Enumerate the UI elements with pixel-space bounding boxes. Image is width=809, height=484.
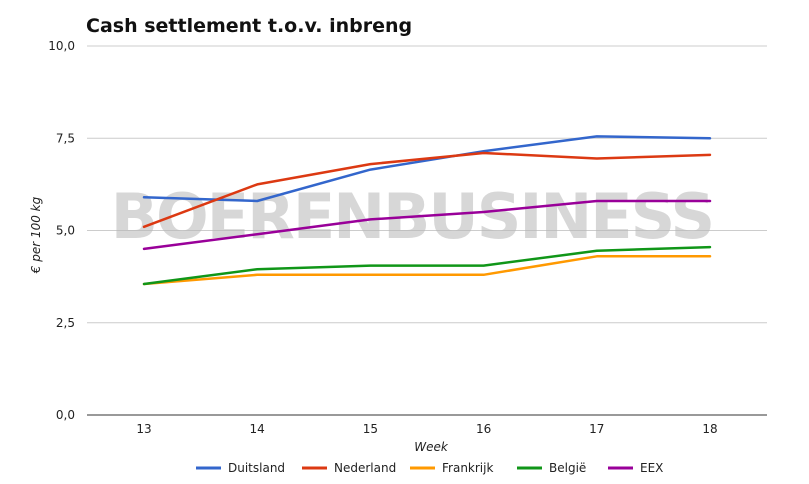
series-line-duitsland — [142, 135, 712, 203]
legend-item: Frankrijk — [410, 461, 493, 475]
x-tick-label: 14 — [250, 422, 265, 436]
y-tick-label: 2,5 — [56, 316, 75, 330]
legend-label: Duitsland — [228, 461, 285, 475]
legend-label: Nederland — [334, 461, 396, 475]
x-tick-label: 13 — [136, 422, 151, 436]
series-line-frankrijk — [142, 255, 712, 286]
x-tick-label: 17 — [589, 422, 604, 436]
legend-item: EEX — [608, 461, 663, 475]
x-tick-label: 18 — [702, 422, 717, 436]
x-axis-ticks: 13 14 15 16 17 18 — [136, 422, 717, 436]
legend-item: België — [517, 461, 586, 475]
legend: Duitsland Nederland Frankrijk België EEX — [196, 461, 663, 475]
series-line-nederland — [142, 151, 712, 229]
legend-item: Duitsland — [196, 461, 285, 475]
legend-label: EEX — [640, 461, 663, 475]
x-axis-title: Week — [414, 440, 449, 454]
y-tick-label: 5,0 — [56, 224, 75, 238]
y-tick-label: 10,0 — [48, 39, 75, 53]
series-line-belgië — [142, 245, 712, 286]
series-line-eex — [142, 199, 712, 251]
legend-label: België — [549, 461, 586, 475]
chart-title: Cash settlement t.o.v. inbreng — [86, 15, 412, 37]
y-axis-ticks: 0,0 2,5 5,0 7,5 10,0 — [48, 39, 75, 422]
series-lines — [142, 135, 712, 286]
y-axis-title: € per 100 kg — [29, 196, 43, 274]
y-tick-label: 0,0 — [56, 408, 75, 422]
legend-label: Frankrijk — [442, 461, 493, 475]
x-tick-label: 16 — [476, 422, 491, 436]
legend-item: Nederland — [302, 461, 396, 475]
y-tick-label: 7,5 — [56, 131, 75, 145]
x-tick-label: 15 — [363, 422, 378, 436]
